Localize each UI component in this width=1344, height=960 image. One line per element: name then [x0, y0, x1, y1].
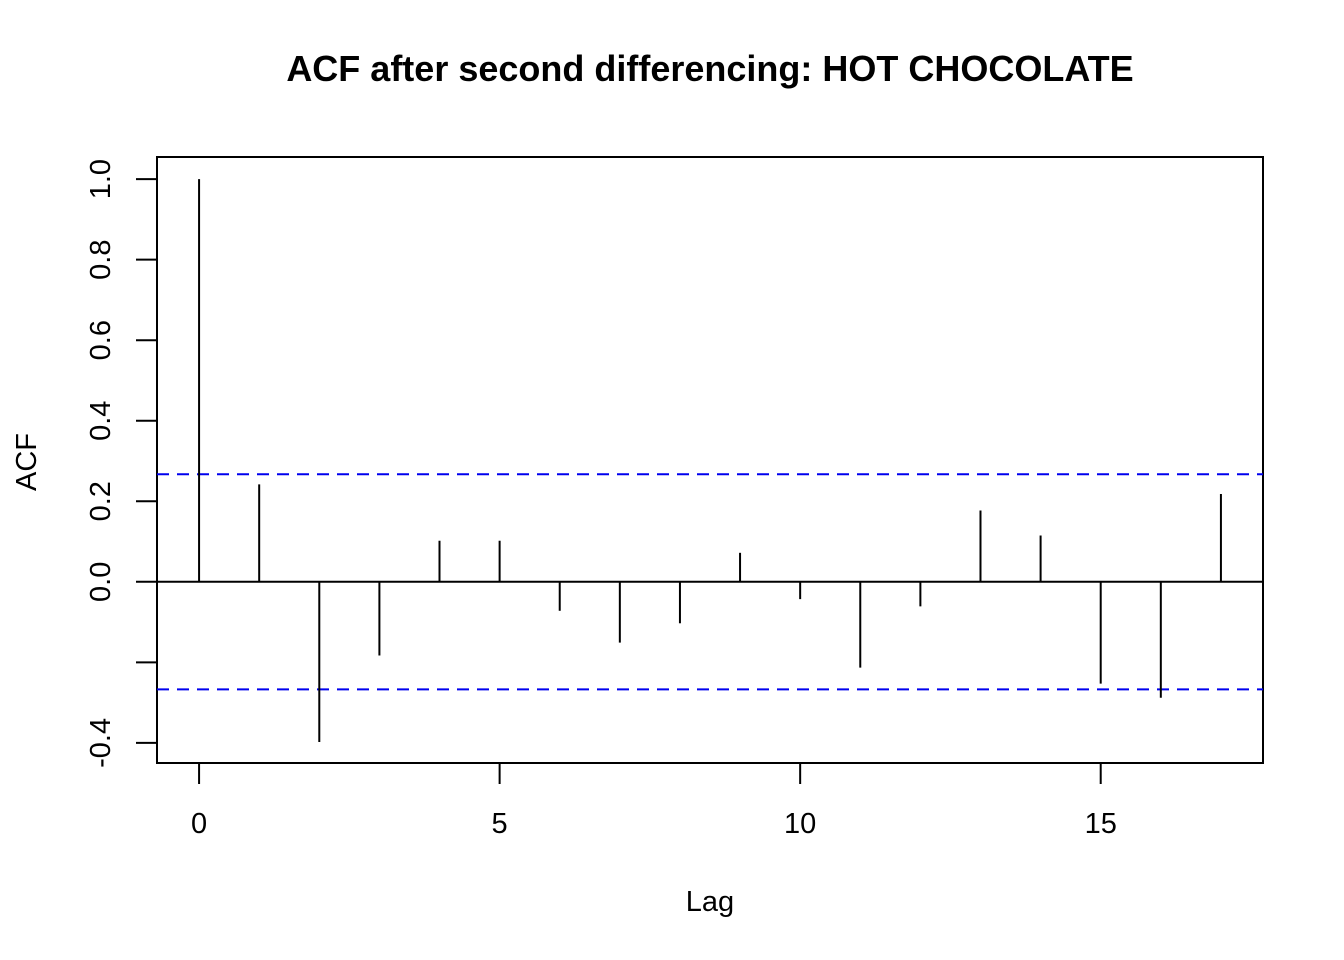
x-tick-label: 10 [784, 808, 816, 840]
y-tick-label: 0.0 [85, 562, 117, 602]
y-tick-label: -0.4 [85, 718, 117, 768]
x-tick-label: 0 [191, 808, 207, 840]
y-tick-label: 0.2 [85, 481, 117, 521]
x-axis: 0 5 10 15 [191, 762, 1117, 840]
chart-title: ACF after second differencing: HOT CHOCO… [286, 48, 1133, 89]
plot-frame [156, 156, 1264, 764]
y-tick-label: 0.4 [85, 401, 117, 441]
x-tick-label: 5 [492, 808, 508, 840]
x-axis-title: Lag [686, 886, 734, 918]
y-tick-label: 0.6 [85, 320, 117, 360]
y-tick-label: 0.8 [85, 240, 117, 280]
plot-area [157, 179, 1263, 743]
y-axis: -0.4 0.0 0.2 0.4 0.6 0.8 1.0 [85, 159, 158, 768]
y-axis-title: ACF [11, 433, 43, 491]
y-tick-label: 1.0 [85, 159, 117, 199]
x-tick-label: 15 [1085, 808, 1117, 840]
